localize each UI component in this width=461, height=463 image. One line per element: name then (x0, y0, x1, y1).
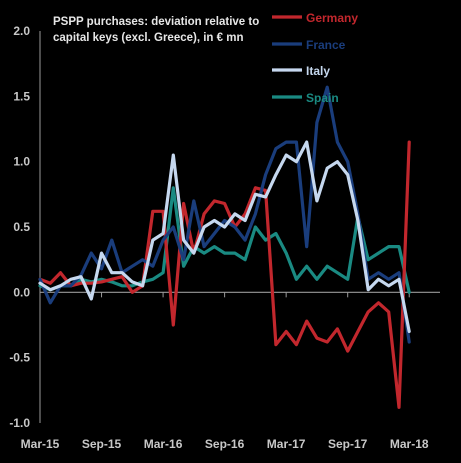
x-tick-label: Mar-15 (21, 437, 60, 451)
legend-label-italy: Italy (306, 64, 330, 78)
y-tick-label: 0.5 (13, 220, 30, 234)
x-tick-label: Sep-16 (205, 437, 245, 451)
y-tick-label: -0.5 (9, 351, 30, 365)
x-tick-label: Mar-17 (267, 437, 306, 451)
legend-label-france: France (306, 38, 346, 52)
series-line-spain (38, 186, 411, 294)
series-line-italy (38, 140, 411, 334)
series-line-germany (38, 140, 411, 409)
axes-layer: 2.0 1.5 1.0 0.5 0.0 -0.5 -1.0 Mar-15 Sep-15 Mar-1… (9, 24, 440, 451)
series-line-france (38, 85, 411, 344)
chart-title-line: PSPP purchases: deviation relative to (53, 16, 259, 28)
y-tick-label: 2.0 (13, 24, 30, 38)
y-tick-label: 0.0 (13, 285, 30, 299)
x-tick-label: Sep-15 (82, 437, 122, 451)
chart-title-line: capital keys (excl. Greece), in € mn (53, 32, 244, 44)
x-tick-label: Sep-17 (328, 437, 368, 451)
x-tick-label: Mar-16 (144, 437, 183, 451)
chart-title: PSPP purchases: deviation relative to cap… (53, 16, 259, 44)
y-tick-label: 1.5 (13, 89, 30, 103)
legend-label-germany: Germany (306, 11, 358, 25)
legend: Germany France Italy Spain (272, 11, 358, 105)
series-layer (38, 85, 411, 409)
legend-label-spain: Spain (306, 91, 339, 105)
y-tick-label: 1.0 (13, 155, 30, 169)
y-tick-label: -1.0 (9, 416, 30, 430)
x-tick-label: Mar-18 (390, 437, 429, 451)
